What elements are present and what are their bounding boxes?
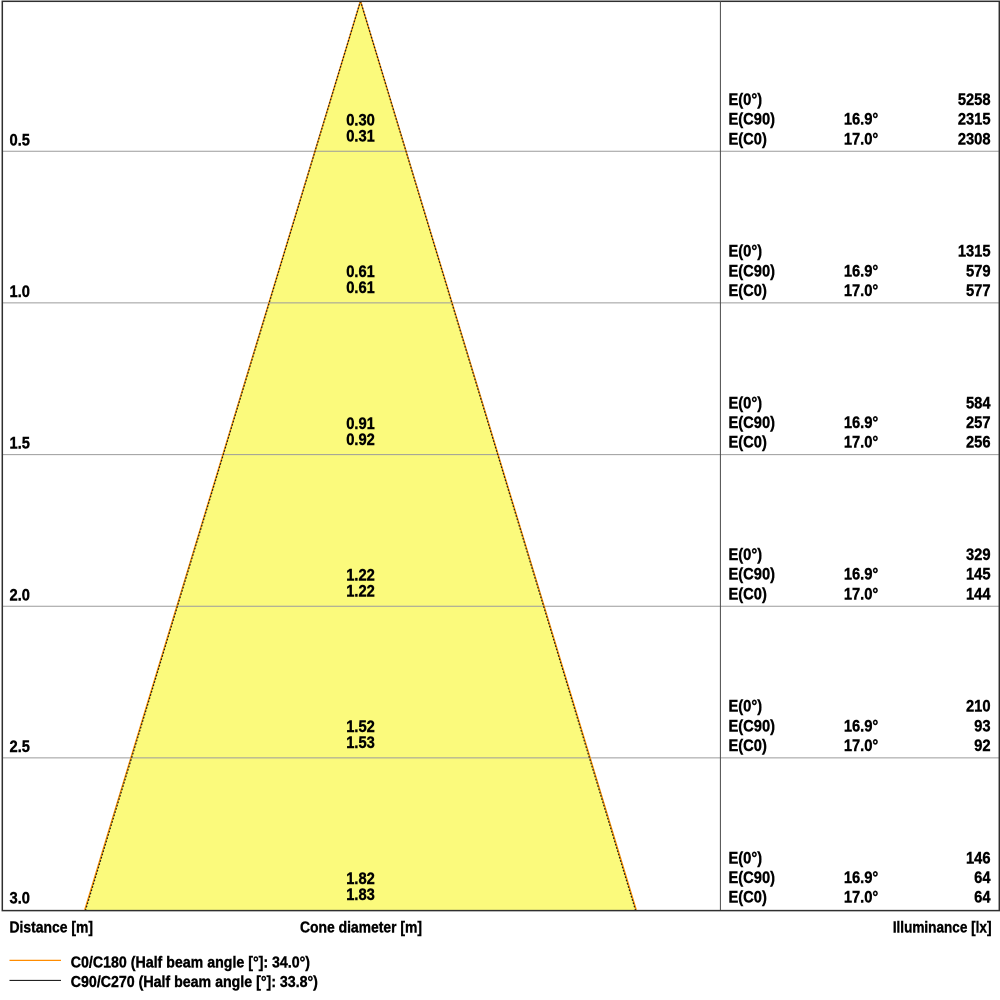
svg-text:E(0°): E(0°) (729, 546, 763, 564)
svg-text:17.0°: 17.0° (844, 434, 878, 452)
svg-text:Cone diameter [m]: Cone diameter [m] (300, 919, 422, 937)
svg-text:16.9°: 16.9° (844, 717, 878, 735)
svg-text:1315: 1315 (958, 243, 991, 261)
svg-text:C90/C270 (Half beam angle [°]:: C90/C270 (Half beam angle [°]: 33.8°) (71, 975, 318, 992)
svg-text:16.9°: 16.9° (844, 566, 878, 584)
svg-text:93: 93 (974, 717, 990, 735)
svg-text:16.9°: 16.9° (844, 111, 878, 129)
svg-text:E(0°): E(0°) (729, 698, 763, 716)
svg-text:1.22: 1.22 (346, 567, 375, 585)
svg-text:2.0: 2.0 (10, 586, 31, 604)
svg-text:1.22: 1.22 (346, 583, 375, 601)
svg-text:257: 257 (966, 414, 991, 432)
svg-text:584: 584 (966, 394, 991, 412)
svg-text:1.52: 1.52 (346, 718, 375, 736)
svg-text:1.5: 1.5 (10, 435, 31, 453)
svg-text:E(C90): E(C90) (729, 111, 776, 129)
svg-text:E(C0): E(C0) (729, 737, 767, 755)
svg-text:16.9°: 16.9° (844, 262, 878, 280)
svg-text:E(0°): E(0°) (729, 243, 763, 261)
svg-text:16.9°: 16.9° (844, 869, 878, 887)
svg-text:C0/C180 (Half beam angle [°]:: C0/C180 (Half beam angle [°]: 34.0°) (71, 955, 310, 972)
svg-text:E(C0): E(C0) (729, 282, 767, 300)
svg-text:1.0: 1.0 (10, 283, 31, 301)
svg-text:2.5: 2.5 (10, 738, 31, 756)
svg-text:0.30: 0.30 (346, 112, 375, 130)
svg-text:E(C0): E(C0) (729, 889, 767, 907)
svg-text:0.31: 0.31 (346, 128, 375, 146)
svg-text:E(0°): E(0°) (729, 394, 763, 412)
svg-text:2308: 2308 (958, 130, 991, 148)
svg-text:210: 210 (966, 698, 991, 716)
svg-text:16.9°: 16.9° (844, 414, 878, 432)
svg-text:E(C0): E(C0) (729, 585, 767, 603)
svg-text:E(0°): E(0°) (729, 849, 763, 867)
svg-text:0.61: 0.61 (346, 279, 375, 297)
svg-text:E(C90): E(C90) (729, 869, 776, 887)
svg-text:Distance [m]: Distance [m] (10, 919, 93, 937)
svg-text:579: 579 (966, 262, 991, 280)
svg-text:3.0: 3.0 (10, 890, 31, 908)
svg-text:E(0°): E(0°) (729, 91, 763, 109)
svg-text:2315: 2315 (958, 111, 991, 129)
svg-text:17.0°: 17.0° (844, 889, 878, 907)
svg-text:1.83: 1.83 (346, 886, 375, 904)
svg-text:E(C90): E(C90) (729, 717, 776, 735)
svg-text:E(C90): E(C90) (729, 262, 776, 280)
svg-text:577: 577 (966, 282, 991, 300)
svg-text:144: 144 (966, 585, 991, 603)
svg-text:Illuminance [lx]: Illuminance [lx] (893, 920, 992, 937)
svg-text:329: 329 (966, 546, 991, 564)
svg-text:17.0°: 17.0° (844, 737, 878, 755)
svg-text:17.0°: 17.0° (844, 585, 878, 603)
svg-text:E(C0): E(C0) (729, 434, 767, 452)
svg-text:145: 145 (966, 566, 991, 584)
svg-text:1.82: 1.82 (346, 870, 375, 888)
svg-text:5258: 5258 (958, 91, 991, 109)
svg-text:146: 146 (966, 849, 991, 867)
svg-text:E(C90): E(C90) (729, 414, 776, 432)
svg-text:E(C90): E(C90) (729, 566, 776, 584)
svg-text:256: 256 (966, 434, 991, 452)
svg-text:64: 64 (974, 889, 990, 907)
svg-text:17.0°: 17.0° (844, 130, 878, 148)
svg-text:0.92: 0.92 (346, 431, 375, 449)
svg-text:92: 92 (974, 737, 990, 755)
svg-text:0.91: 0.91 (346, 415, 375, 433)
svg-text:0.61: 0.61 (346, 263, 375, 281)
svg-text:0.5: 0.5 (10, 131, 31, 149)
svg-text:E(C0): E(C0) (729, 130, 767, 148)
svg-text:17.0°: 17.0° (844, 282, 878, 300)
svg-text:1.53: 1.53 (346, 734, 375, 752)
svg-text:64: 64 (974, 869, 990, 887)
